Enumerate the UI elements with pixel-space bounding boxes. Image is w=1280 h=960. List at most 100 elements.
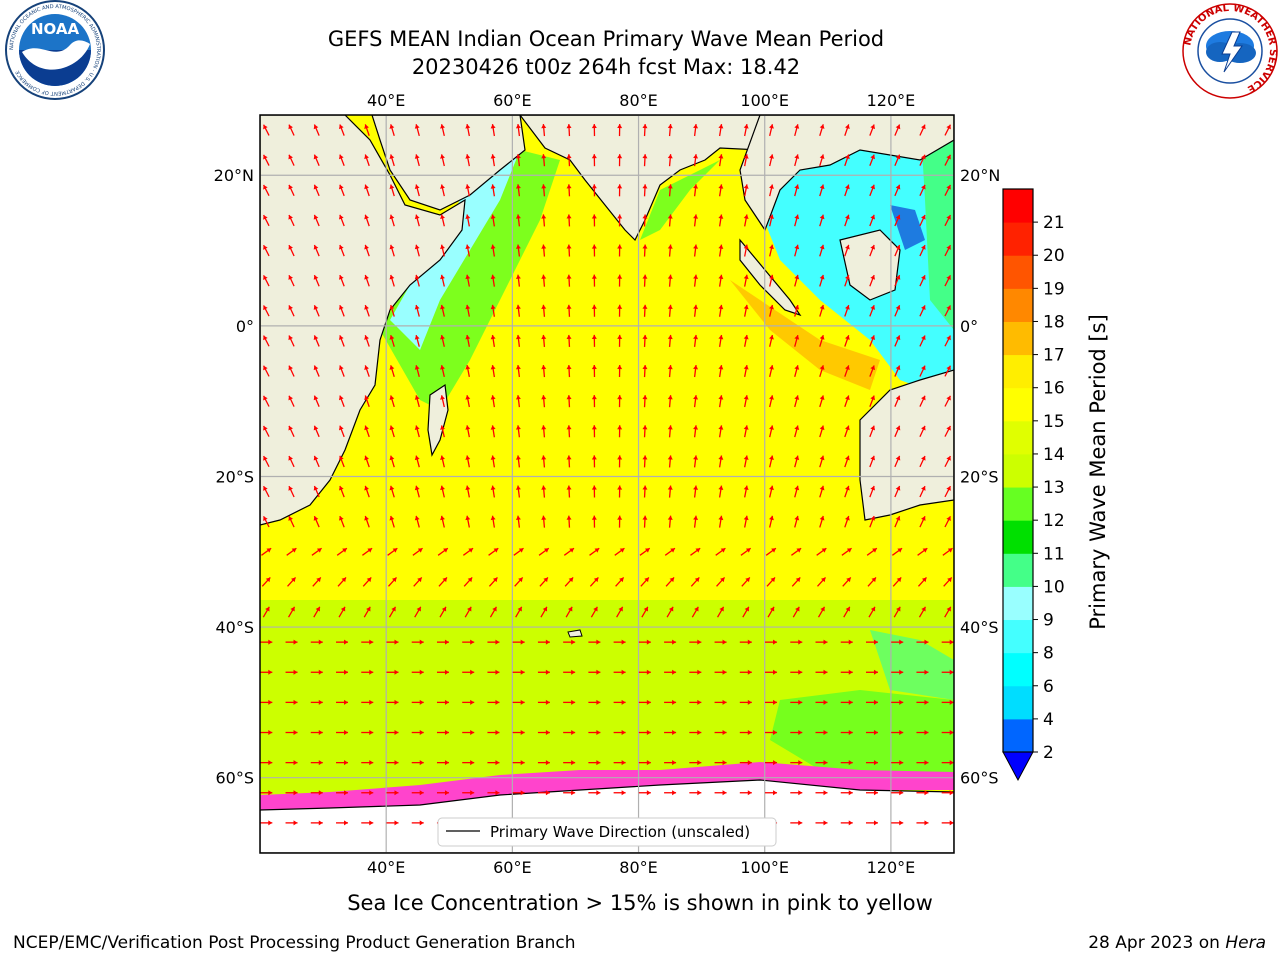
wave-arrow: [844, 214, 850, 227]
wave-arrow: [540, 606, 548, 618]
colorbar-tick-label: 12: [1043, 511, 1065, 531]
wave-arrow: [364, 214, 370, 227]
wave-arrow: [642, 304, 648, 317]
wave-arrow: [718, 244, 724, 257]
wave-arrow: [411, 639, 424, 645]
wave-arrow: [436, 760, 449, 766]
wave-arrow: [865, 699, 878, 705]
wave-arrow: [414, 214, 420, 227]
wave-arrow: [689, 699, 702, 705]
wave-arrow: [617, 184, 623, 197]
wave-arrow: [867, 577, 877, 587]
colorbar-tick-label: 11: [1043, 544, 1065, 564]
lat-tick-label-left: 60°S: [215, 769, 254, 788]
colorbar-tick-label: 4: [1043, 710, 1054, 730]
wave-arrow: [794, 214, 800, 227]
wave-arrow: [865, 639, 878, 645]
wave-arrow: [288, 274, 295, 287]
wave-arrow: [794, 184, 800, 197]
wave-arrow: [693, 425, 699, 438]
wave-arrow: [739, 669, 752, 675]
wave-arrow: [591, 304, 597, 317]
wave-arrow: [563, 639, 576, 645]
wave-arrow: [718, 395, 724, 408]
wave-arrow: [941, 790, 954, 796]
wave-arrow: [917, 547, 928, 556]
wave-arrow: [336, 730, 349, 736]
wave-arrow: [414, 244, 420, 257]
wave-arrow: [541, 425, 547, 438]
wave-arrow: [642, 515, 648, 528]
wave-arrow: [490, 485, 496, 498]
wave-arrow: [617, 515, 623, 528]
wave-arrow: [613, 760, 626, 766]
wave-arrow: [718, 124, 724, 137]
wave-arrow: [819, 365, 825, 377]
wave-arrow: [541, 244, 547, 257]
wave-arrow: [642, 124, 648, 137]
wave-arrow: [894, 365, 901, 377]
wave-arrow: [440, 395, 445, 408]
wave-arrow: [512, 790, 525, 796]
wave-arrow: [513, 547, 524, 556]
colorbar-tick-label: 9: [1043, 611, 1054, 631]
wave-arrow: [338, 184, 345, 197]
noaa-logo: NOAA NATIONAL OCEANIC AND ATMOSPHERIC AD…: [5, 0, 105, 100]
wave-arrow: [693, 455, 699, 468]
wave-arrow: [588, 790, 601, 796]
wave-arrow: [389, 304, 395, 317]
wave-arrow: [815, 790, 828, 796]
wave-arrow: [743, 515, 749, 528]
wave-arrow: [591, 214, 597, 227]
wave-arrow: [389, 274, 395, 287]
wave-arrow: [591, 154, 597, 167]
wave-arrow: [336, 790, 349, 796]
wave-arrow: [260, 790, 273, 796]
wave-arrow: [288, 124, 295, 136]
wave-arrow: [693, 214, 699, 227]
wave-arrow: [817, 577, 827, 587]
wave-arrow: [693, 244, 699, 257]
colorbar-tick-label: 6: [1043, 677, 1054, 697]
wave-arrow: [794, 244, 800, 257]
wave-arrow: [413, 577, 423, 587]
wave-arrow: [515, 455, 521, 468]
wave-arrow: [387, 547, 398, 556]
wave-arrow: [591, 425, 597, 438]
wave-arrow: [664, 790, 677, 796]
wave-arrow: [642, 334, 648, 347]
wave-arrow: [765, 730, 778, 736]
colorbar-segment: [1003, 553, 1033, 587]
noaa-logo-text: NOAA: [31, 20, 80, 38]
wave-arrow: [564, 577, 574, 587]
wave-arrow: [313, 425, 320, 438]
arabian-sea-cyan-zone: [390, 150, 520, 350]
wave-arrow: [918, 606, 927, 618]
wave-arrow: [566, 244, 572, 257]
wave-arrow: [440, 244, 445, 257]
wave-arrow: [743, 244, 749, 257]
wave-arrow: [260, 699, 273, 705]
wave-arrow: [693, 154, 699, 167]
wave-arrow: [944, 275, 951, 287]
wave-arrow: [667, 455, 673, 468]
wave-arrow: [638, 669, 651, 675]
wave-arrow: [389, 425, 395, 438]
wave-arrow: [869, 395, 876, 407]
wave-arrow: [389, 365, 395, 377]
wave-arrow: [790, 669, 803, 675]
wave-arrow: [617, 304, 623, 317]
wave-arrow: [288, 395, 295, 407]
colorbar-segment: [1003, 255, 1033, 289]
wave-arrow: [361, 820, 374, 826]
wave-arrow: [488, 547, 499, 556]
wave-arrow: [869, 515, 876, 528]
map-frame: [259, 114, 955, 854]
wave-arrow: [263, 275, 270, 287]
colorbar: 2 4 6 8 9 10 11 12 13 14 15 16 17 18 19 20 21: [1002, 188, 1065, 782]
wave-arrow: [791, 577, 801, 587]
wave-arrow: [739, 760, 752, 766]
wave-arrow: [465, 485, 471, 498]
wave-arrow: [313, 515, 320, 528]
colorbar-segment: [1003, 586, 1033, 621]
